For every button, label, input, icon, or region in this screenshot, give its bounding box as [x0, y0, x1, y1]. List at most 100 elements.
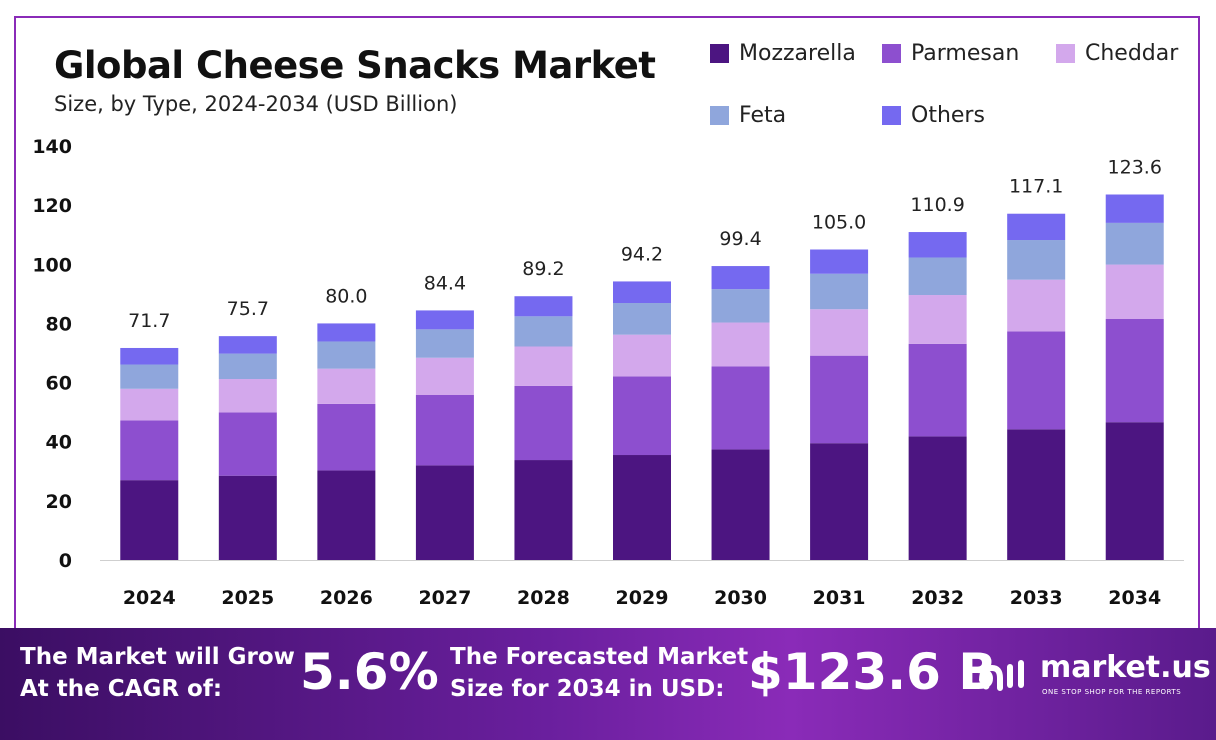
bar-segment-parmesan	[908, 343, 967, 437]
bar-segment-parmesan	[613, 376, 671, 456]
bar-total-label: 84.4	[424, 272, 466, 294]
bar-total-label: 75.7	[227, 298, 269, 320]
x-tick-label: 2025	[221, 587, 274, 609]
bar-segment-mozzarella	[1105, 422, 1164, 560]
brand-tagline: ONE STOP SHOP FOR THE REPORTS	[1042, 688, 1182, 696]
stacked-bar-chart: 0 20 40 60 80 100 120 140 71.7 2024 75.7 2025 80.0 20…	[32, 136, 1184, 609]
bar-segment-others	[1105, 194, 1164, 223]
x-tick-label: 2028	[517, 587, 570, 609]
forecast-label: The Forecasted Market Size for 2034 in U…	[450, 641, 748, 705]
bar-segment-parmesan	[1007, 331, 1066, 430]
bar-segment-others	[415, 310, 474, 330]
bar-segment-cheddar	[1105, 264, 1164, 319]
x-tick-label: 2026	[320, 587, 373, 609]
bar-segment-mozzarella	[711, 449, 770, 560]
chart-frame	[14, 16, 1200, 628]
bar-segment-feta	[514, 316, 573, 347]
bar-segment-mozzarella	[613, 455, 671, 560]
bar-segment-mozzarella	[908, 436, 967, 560]
cagr-label-line2: At the CAGR of:	[20, 676, 223, 702]
bar-segment-parmesan	[317, 403, 376, 471]
bar-segment-feta	[218, 353, 277, 380]
y-tick-label: 60	[46, 373, 72, 395]
cagr-value: 5.6%	[300, 643, 439, 701]
x-tick-label: 2029	[616, 587, 669, 609]
legend-item-cheddar: Cheddar	[1056, 38, 1178, 68]
bar-segment-cheddar	[415, 357, 474, 395]
x-tick-label: 2024	[123, 587, 176, 609]
cagr-label-line1: The Market will Grow	[20, 644, 295, 670]
chart-subtitle: Size, by Type, 2024-2034 (USD Billion)	[54, 92, 458, 116]
bar-segment-parmesan	[810, 355, 869, 444]
legend-swatch-mozzarella	[710, 43, 729, 63]
bar-segment-feta	[1007, 240, 1066, 280]
legend-label: Mozzarella	[739, 40, 856, 66]
bar-segment-parmesan	[120, 420, 179, 481]
bar-segment-others	[317, 323, 376, 342]
bar-segment-cheddar	[120, 388, 179, 421]
legend-swatch-others	[882, 105, 901, 125]
bar-segment-mozzarella	[218, 475, 277, 560]
x-tick-label: 2031	[813, 587, 866, 609]
bar-segment-feta	[120, 364, 179, 389]
legend-swatch-feta	[710, 105, 729, 125]
bar-total-label: 105.0	[812, 212, 866, 234]
bar-segment-cheddar	[810, 309, 869, 356]
bar-segment-parmesan	[711, 366, 770, 450]
bar-total-label: 123.6	[1108, 156, 1162, 178]
bar-segment-cheddar	[317, 368, 376, 404]
bar-segment-feta	[810, 273, 869, 310]
legend-item-feta: Feta	[710, 100, 786, 130]
legend-label: Parmesan	[911, 40, 1020, 66]
bar-segment-mozzarella	[120, 480, 179, 560]
x-tick-label: 2027	[418, 587, 471, 609]
bar-total-label: 80.0	[325, 285, 367, 307]
bar-segment-mozzarella	[810, 443, 869, 560]
y-tick-label: 20	[46, 491, 72, 513]
bar-segment-mozzarella	[317, 470, 376, 560]
bar-segment-cheddar	[711, 322, 770, 367]
bar-segment-mozzarella	[514, 460, 573, 560]
bar-segment-others	[613, 281, 671, 304]
legend-swatch-cheddar	[1056, 43, 1075, 63]
y-tick-label: 100	[32, 254, 72, 276]
bar-segment-parmesan	[514, 385, 573, 461]
bar-segment-others	[810, 249, 869, 274]
bar-total-label: 89.2	[522, 258, 564, 280]
bar-segment-feta	[908, 257, 967, 296]
bar-total-label: 110.9	[910, 194, 964, 216]
x-tick-label: 2032	[911, 587, 964, 609]
bar-segment-cheddar	[514, 346, 573, 386]
bar-segment-mozzarella	[1007, 429, 1066, 560]
bar-total-label: 71.7	[128, 310, 170, 332]
bar-segment-mozzarella	[415, 465, 474, 560]
forecast-value: $123.6 B	[748, 643, 997, 701]
bar-segment-feta	[415, 329, 474, 358]
bar-segment-cheddar	[1007, 279, 1066, 332]
y-tick-label: 80	[46, 313, 72, 335]
bar-segment-others	[1007, 213, 1066, 241]
bar-segment-parmesan	[218, 412, 277, 476]
x-tick-label: 2033	[1010, 587, 1063, 609]
legend-label: Others	[911, 102, 985, 128]
x-tick-label: 2030	[714, 587, 767, 609]
legend-item-others: Others	[882, 100, 985, 130]
bar-segment-parmesan	[1105, 318, 1164, 423]
bar-segment-parmesan	[415, 394, 474, 466]
forecast-label-line2: Size for 2034 in USD:	[450, 676, 725, 702]
brand-name: market.us	[1040, 650, 1211, 685]
x-tick-label: 2034	[1108, 587, 1161, 609]
bar-segment-feta	[711, 289, 770, 323]
forecast-label-line1: The Forecasted Market	[450, 644, 749, 670]
bar-segment-others	[711, 266, 770, 290]
summary-banner	[0, 628, 1216, 740]
legend-label: Feta	[739, 102, 787, 128]
cagr-label: The Market will Grow At the CAGR of:	[20, 641, 295, 705]
bar-segment-feta	[317, 341, 376, 369]
bar-segment-cheddar	[613, 334, 671, 377]
bar-segment-feta	[613, 303, 671, 335]
bar-total-label: 94.2	[621, 243, 663, 265]
bar-segment-others	[514, 296, 573, 317]
bar-segment-cheddar	[908, 295, 967, 344]
market-us-logo-icon	[979, 660, 1024, 691]
